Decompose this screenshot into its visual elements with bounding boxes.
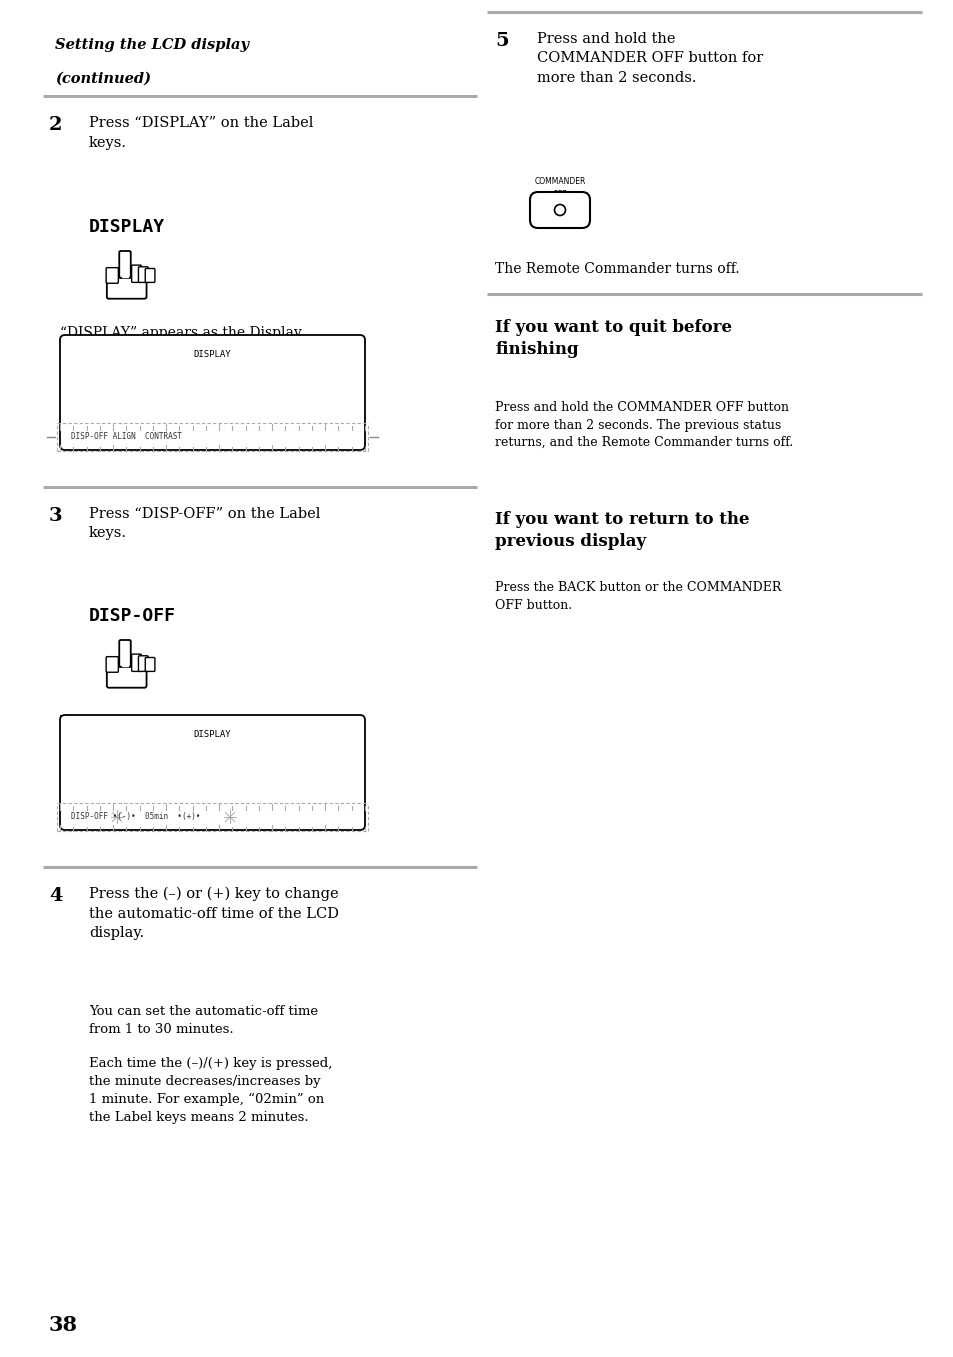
Text: DISP-OFF •(-)•  05min  •(+)•: DISP-OFF •(-)• 05min •(+)• [71,813,200,821]
FancyBboxPatch shape [107,278,147,299]
Text: If you want to return to the
previous display: If you want to return to the previous di… [495,512,749,550]
Text: Press “DISPLAY” on the Label
keys.: Press “DISPLAY” on the Label keys. [89,115,313,149]
Text: Setting the LCD display: Setting the LCD display [55,38,249,52]
Text: Each time the (–)/(+) key is pressed,
the minute decreases/increases by
1 minute: Each time the (–)/(+) key is pressed, th… [89,1057,332,1125]
Text: “DISPLAY” appears as the Display
title.: “DISPLAY” appears as the Display title. [60,326,301,360]
FancyBboxPatch shape [530,191,589,228]
Text: If you want to quit before
finishing: If you want to quit before finishing [495,319,731,357]
FancyBboxPatch shape [132,265,141,282]
Text: Press and hold the
COMMANDER OFF button for
more than 2 seconds.: Press and hold the COMMANDER OFF button … [537,33,762,85]
Text: You can set the automatic-off time
from 1 to 30 minutes.: You can set the automatic-off time from … [89,1006,317,1035]
Text: 5: 5 [495,33,508,50]
Text: DISP-OFF ALIGN  CONTRAST: DISP-OFF ALIGN CONTRAST [71,433,182,441]
FancyBboxPatch shape [60,715,365,830]
Text: DISPLAY: DISPLAY [89,218,165,236]
Text: 38: 38 [49,1315,78,1335]
Text: 3: 3 [49,508,63,525]
FancyBboxPatch shape [119,641,131,666]
FancyBboxPatch shape [106,267,118,284]
Circle shape [554,205,565,216]
FancyBboxPatch shape [132,654,141,672]
Text: DISP-OFF: DISP-OFF [89,607,175,626]
Text: 4: 4 [49,887,63,905]
FancyBboxPatch shape [60,335,365,451]
FancyBboxPatch shape [138,267,148,282]
Text: Press the BACK button or the COMMANDER
OFF button.: Press the BACK button or the COMMANDER O… [495,581,781,612]
Text: Press the (–) or (+) key to change
the automatic-off time of the LCD
display.: Press the (–) or (+) key to change the a… [89,887,338,940]
Text: OFF: OFF [552,190,567,199]
FancyBboxPatch shape [107,666,147,688]
Text: DISPLAY: DISPLAY [193,730,231,740]
Text: The setting display for automatic-off
time of the LCD display appears.: The setting display for automatic-off ti… [60,715,317,749]
Text: (continued): (continued) [55,72,151,85]
Text: Press “DISP-OFF” on the Label
keys.: Press “DISP-OFF” on the Label keys. [89,508,320,540]
FancyBboxPatch shape [145,269,154,282]
Text: Press and hold the COMMANDER OFF button
for more than 2 seconds. The previous st: Press and hold the COMMANDER OFF button … [495,402,792,449]
Text: COMMANDER: COMMANDER [534,176,585,186]
Text: 2: 2 [49,115,63,134]
Text: DISPLAY: DISPLAY [193,350,231,360]
Text: The Remote Commander turns off.: The Remote Commander turns off. [495,262,739,275]
FancyBboxPatch shape [145,658,154,672]
FancyBboxPatch shape [138,655,148,672]
FancyBboxPatch shape [119,251,131,278]
FancyBboxPatch shape [106,657,118,672]
